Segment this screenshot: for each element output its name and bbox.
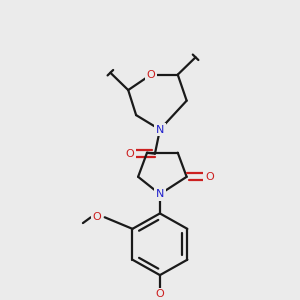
Text: O: O <box>205 172 214 182</box>
Text: N: N <box>156 124 164 135</box>
Text: N: N <box>156 189 164 199</box>
Text: O: O <box>147 70 155 80</box>
Text: O: O <box>126 149 135 159</box>
Text: O: O <box>155 290 164 299</box>
Text: O: O <box>92 212 101 222</box>
